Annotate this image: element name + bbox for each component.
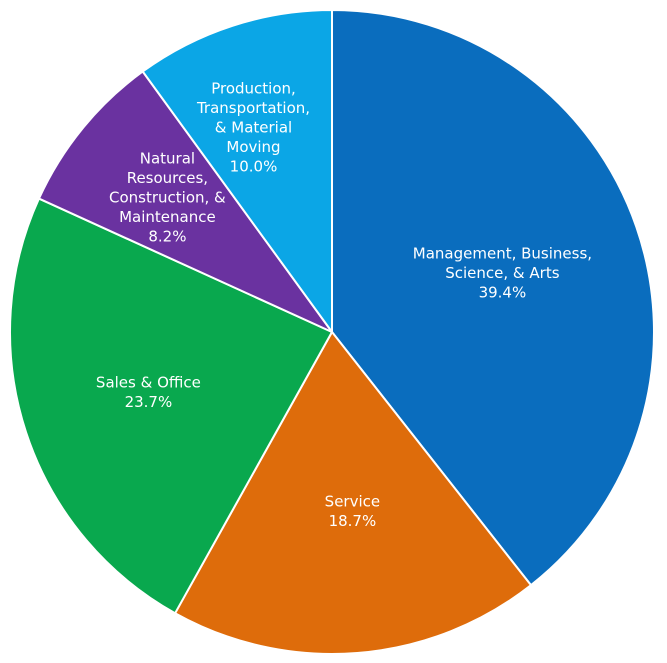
slice-category-label: Sales & Office xyxy=(96,374,201,392)
slice-category-label: Maintenance xyxy=(119,208,216,226)
pie-labels: Management, Business, Science, & Arts 39.4… xyxy=(96,80,592,530)
slice-category-label: Transportation, xyxy=(196,99,310,117)
slice-value-label: 10.0% xyxy=(230,158,278,176)
pie-slice-label-1: Management, Business, Science, & Arts 39.4… xyxy=(413,245,592,302)
pie-slice-1 xyxy=(331,9,655,587)
slice-category-label: Moving xyxy=(226,138,280,156)
slice-category-label: Natural xyxy=(140,150,195,168)
pie-slice-2 xyxy=(174,331,532,655)
slice-value-label: 39.4% xyxy=(479,284,527,302)
pie-slice-5 xyxy=(141,9,333,333)
slice-category-label: Science, & Arts xyxy=(445,264,559,282)
slice-value-label: 18.7% xyxy=(329,512,377,530)
pie-slices xyxy=(9,9,655,655)
slice-category-label: Production, xyxy=(211,80,296,98)
pie-slice-label-4: Natural Resources, Construction, & Maintena… xyxy=(109,150,226,246)
slice-category-label: Construction, & xyxy=(109,189,226,207)
pie-slice-3 xyxy=(9,197,333,615)
pie-slice-label-5: Production, Transportation, & Material Movi… xyxy=(196,80,310,176)
slice-value-label: 23.7% xyxy=(125,393,173,411)
slice-value-label: 8.2% xyxy=(148,228,186,246)
pie-slice-4 xyxy=(37,70,333,333)
pie-slice-label-2: Service 18.7% xyxy=(325,492,380,530)
slice-category-label: Resources, xyxy=(127,169,208,187)
slice-category-label: Management, Business, xyxy=(413,245,592,263)
slice-category-label: Service xyxy=(325,492,380,510)
slice-category-label: & Material xyxy=(215,119,292,137)
pie-slice-label-3: Sales & Office 23.7% xyxy=(96,374,201,412)
